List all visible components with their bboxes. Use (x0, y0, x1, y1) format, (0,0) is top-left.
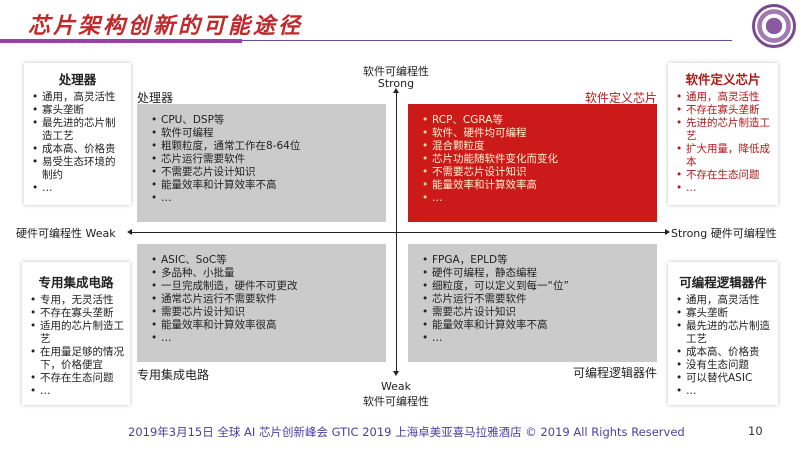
side-box-title: 可编程逻辑器件 (679, 275, 767, 290)
quadrant-software-defined-chip: RCP、CGRA等软件、硬件均可编程混合颗粒度芯片功能随软件变化而变化不需要芯片… (408, 104, 657, 222)
bullet-item: 不存在寡头垄断 (28, 307, 124, 320)
bullet-item: 通用，高灵活性 (674, 294, 772, 307)
bullet-item: … (28, 385, 124, 398)
bullet-item: 最先进的芯片制造工艺 (674, 320, 772, 346)
title-rule (242, 40, 732, 41)
bullet-item: 一旦完成制造，硬件不可更改 (149, 280, 386, 293)
bullet-item: 多品种、小批量 (149, 267, 386, 280)
quadrant-list: ASIC、SoC等多品种、小批量一旦完成制造，硬件不可更改通常芯片运行不需要软件… (149, 254, 386, 345)
quadrant-processor: CPU、DSP等软件可编程粗颗粒度，通常工作在8-64位芯片运行需要软件不需要芯… (137, 104, 386, 222)
bullet-item: 细粒度，可以定义到每一“位” (420, 280, 657, 293)
bullet-item: … (420, 332, 657, 345)
bullet-item: 寡头垄断 (30, 104, 125, 117)
axis-strength-weak-bottom: Weak (380, 380, 412, 393)
bullet-item: 硬件可编程，静态编程 (420, 267, 657, 280)
bullet-item: RCP、CGRA等 (420, 114, 657, 127)
side-box-software-defined-chip: 软件定义芯片 通用，高灵活性不存在寡头垄断先进的芯片制造工艺扩大用量，降低成本不… (668, 63, 778, 205)
bullet-item: 软件、硬件均可编程 (420, 127, 657, 140)
quadrant-list: RCP、CGRA等软件、硬件均可编程混合颗粒度芯片功能随软件变化而变化不需要芯片… (420, 114, 657, 205)
quadrant-programmable-logic: FPGA，EPLD等硬件可编程，静态编程细粒度，可以定义到每一“位”芯片运行不需… (408, 244, 657, 362)
bullet-item: … (674, 385, 772, 398)
bullet-item: 最先进的芯片制造工艺 (30, 117, 125, 143)
side-box-asic: 专用集成电路 专用，无灵活性不存在寡头垄断适用的芯片制造工艺在用量足够的情况下，… (22, 262, 130, 405)
bullet-item: 扩大用量，降低成本 (674, 143, 772, 169)
axis-label-hardware-weak: 硬件可编程性 Weak (16, 227, 116, 240)
slide-title: 芯片架构创新的可能途径 (28, 13, 304, 39)
bullet-item: … (30, 182, 125, 195)
bullet-item: CPU、DSP等 (149, 114, 386, 127)
quadrant-label-processor: 处理器 (137, 91, 174, 105)
quadrant-label-software-defined-chip: 软件定义芯片 (584, 91, 657, 105)
bullet-item: … (149, 192, 386, 205)
bullet-item: 软件可编程 (149, 127, 386, 140)
footer-text: 2019年3月15日 全球 AI 芯片创新峰会 GTIC 2019 上海卓美亚喜… (128, 425, 685, 439)
side-box-processor: 处理器 通用，高灵活性寡头垄断最先进的芯片制造工艺成本高、价格贵易受生态环境的制… (24, 63, 131, 205)
horizontal-axis (130, 232, 666, 233)
bullet-item: 在用量足够的情况下，价格便宜 (28, 346, 124, 372)
bullet-item: … (420, 192, 657, 205)
side-box-programmable-logic: 可编程逻辑器件 通用，高灵活性寡头垄断最先进的芯片制造工艺成本高、价格贵没有生态… (668, 262, 778, 405)
bullet-item: 先进的芯片制造工艺 (674, 117, 772, 143)
bullet-item: 能量效率和计算效率高 (420, 179, 657, 192)
bullet-item: 不存在生态问题 (28, 372, 124, 385)
bullet-item: 专用，无灵活性 (28, 294, 124, 307)
side-box-list: 专用，无灵活性不存在寡头垄断适用的芯片制造工艺在用量足够的情况下，价格便宜不存在… (28, 294, 124, 398)
bullet-item: 能量效率和计算效率很高 (149, 319, 386, 332)
axis-label-hardware-strong: Strong 硬件可编程性 (671, 227, 777, 240)
bullet-item: 易受生态环境的制约 (30, 156, 125, 182)
bullet-item: 成本高、价格贵 (30, 143, 125, 156)
bullet-item: ASIC、SoC等 (149, 254, 386, 267)
bullet-item: 芯片功能随软件变化而变化 (420, 153, 657, 166)
side-box-title: 软件定义芯片 (685, 72, 761, 87)
bullet-item: 适用的芯片制造工艺 (28, 320, 124, 346)
arrow-left-icon (127, 229, 132, 235)
quadrant-label-programmable-logic: 可编程逻辑器件 (572, 366, 657, 380)
bullet-item: 需要芯片设计知识 (149, 306, 386, 319)
bullet-item: 能量效率和计算效率不高 (420, 319, 657, 332)
bullet-item: 能量效率和计算效率不高 (149, 179, 386, 192)
bullet-item: 芯片运行需要软件 (149, 153, 386, 166)
axis-label-software-top: 软件可编程性 (363, 65, 429, 78)
bullet-item: 粗颗粒度，通常工作在8-64位 (149, 140, 386, 153)
bullet-item: 通用，高灵活性 (674, 91, 772, 104)
arrow-right-icon (665, 229, 670, 235)
bullet-item: … (149, 332, 386, 345)
bullet-item: 不需要芯片设计知识 (420, 166, 657, 179)
arrow-down-icon (393, 371, 399, 376)
title-underline (0, 39, 242, 43)
bullet-item: 通常芯片运行不需要软件 (149, 293, 386, 306)
bullet-item: 通用，高灵活性 (30, 91, 125, 104)
side-box-list: 通用，高灵活性寡头垄断最先进的芯片制造工艺成本高、价格贵易受生态环境的制约… (30, 91, 125, 195)
bullet-item: 不需要芯片设计知识 (149, 166, 386, 179)
page-number: 10 (748, 424, 763, 438)
bullet-item: 不存在生态问题 (674, 169, 772, 182)
axis-strength-strong-top: Strong (377, 77, 415, 90)
bullet-item: 不存在寡头垄断 (674, 104, 772, 117)
bullet-item: 可以替代ASIC (674, 372, 772, 385)
arrow-up-icon (393, 88, 399, 93)
side-box-list: 通用，高灵活性寡头垄断最先进的芯片制造工艺成本高、价格贵没有生态问题可以替代AS… (674, 294, 772, 398)
bullet-item: 没有生态问题 (674, 359, 772, 372)
university-seal-logo (752, 4, 796, 48)
side-box-list: 通用，高灵活性不存在寡头垄断先进的芯片制造工艺扩大用量，降低成本不存在生态问题… (674, 91, 772, 195)
bullet-item: 寡头垄断 (674, 307, 772, 320)
bullet-item: 芯片运行不需要软件 (420, 293, 657, 306)
side-box-title: 处理器 (58, 72, 97, 87)
bullet-item: … (674, 182, 772, 195)
quadrant-list: CPU、DSP等软件可编程粗颗粒度，通常工作在8-64位芯片运行需要软件不需要芯… (149, 114, 386, 205)
axis-label-software-bottom: 软件可编程性 (363, 395, 429, 408)
bullet-item: FPGA，EPLD等 (420, 254, 657, 267)
quadrant-asic: ASIC、SoC等多品种、小批量一旦完成制造，硬件不可更改通常芯片运行不需要软件… (137, 244, 386, 362)
quadrant-label-asic: 专用集成电路 (137, 368, 210, 382)
bullet-item: 需要芯片设计知识 (420, 306, 657, 319)
side-box-title: 专用集成电路 (38, 275, 114, 290)
bullet-item: 混合颗粒度 (420, 140, 657, 153)
bullet-item: 成本高、价格贵 (674, 346, 772, 359)
quadrant-list: FPGA，EPLD等硬件可编程，静态编程细粒度，可以定义到每一“位”芯片运行不需… (420, 254, 657, 345)
